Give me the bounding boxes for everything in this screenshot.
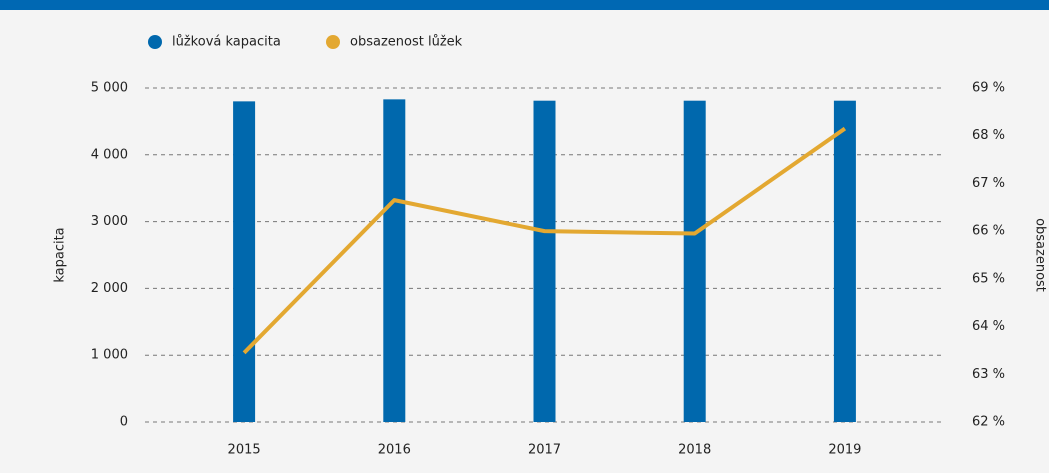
line: [242, 126, 847, 355]
y-tick-label: 3 000: [91, 214, 128, 229]
bar: [533, 100, 556, 422]
y2-tick-label: 68 %: [972, 128, 1005, 143]
y2-tick-label: 67 %: [972, 176, 1005, 191]
y-tick-label: 5 000: [91, 81, 128, 96]
header-bar: [0, 0, 1049, 10]
y2-axis-label: obsazenost: [1033, 218, 1048, 292]
bar: [233, 101, 256, 423]
legend-label: lůžková kapacita: [172, 35, 281, 50]
x-tick-label: 2016: [378, 443, 411, 458]
y2-tick-label: 66 %: [972, 224, 1005, 239]
y2-tick-label: 65 %: [972, 271, 1005, 286]
x-tick-label: 2019: [828, 443, 861, 458]
y-axis-label: kapacita: [53, 227, 68, 282]
legend-label: obsazenost lůžek: [350, 35, 463, 50]
y-tick-label: 4 000: [91, 147, 128, 162]
bar: [383, 99, 406, 422]
y-tick-label: 2 000: [91, 281, 128, 296]
legend-marker: [326, 35, 340, 49]
legend-marker: [148, 35, 162, 49]
y-tick-label: 1 000: [91, 348, 128, 363]
x-tick-label: 2017: [528, 443, 561, 458]
y2-tick-label: 63 %: [972, 367, 1005, 382]
y2-tick-label: 64 %: [972, 319, 1005, 334]
y2-tick-label: 62 %: [972, 415, 1005, 430]
bar: [833, 100, 856, 422]
y2-tick-label: 69 %: [972, 81, 1005, 96]
bar: [683, 100, 706, 422]
y-tick-label: 0: [120, 415, 128, 430]
x-tick-label: 2018: [678, 443, 711, 458]
x-tick-label: 2015: [228, 443, 261, 458]
